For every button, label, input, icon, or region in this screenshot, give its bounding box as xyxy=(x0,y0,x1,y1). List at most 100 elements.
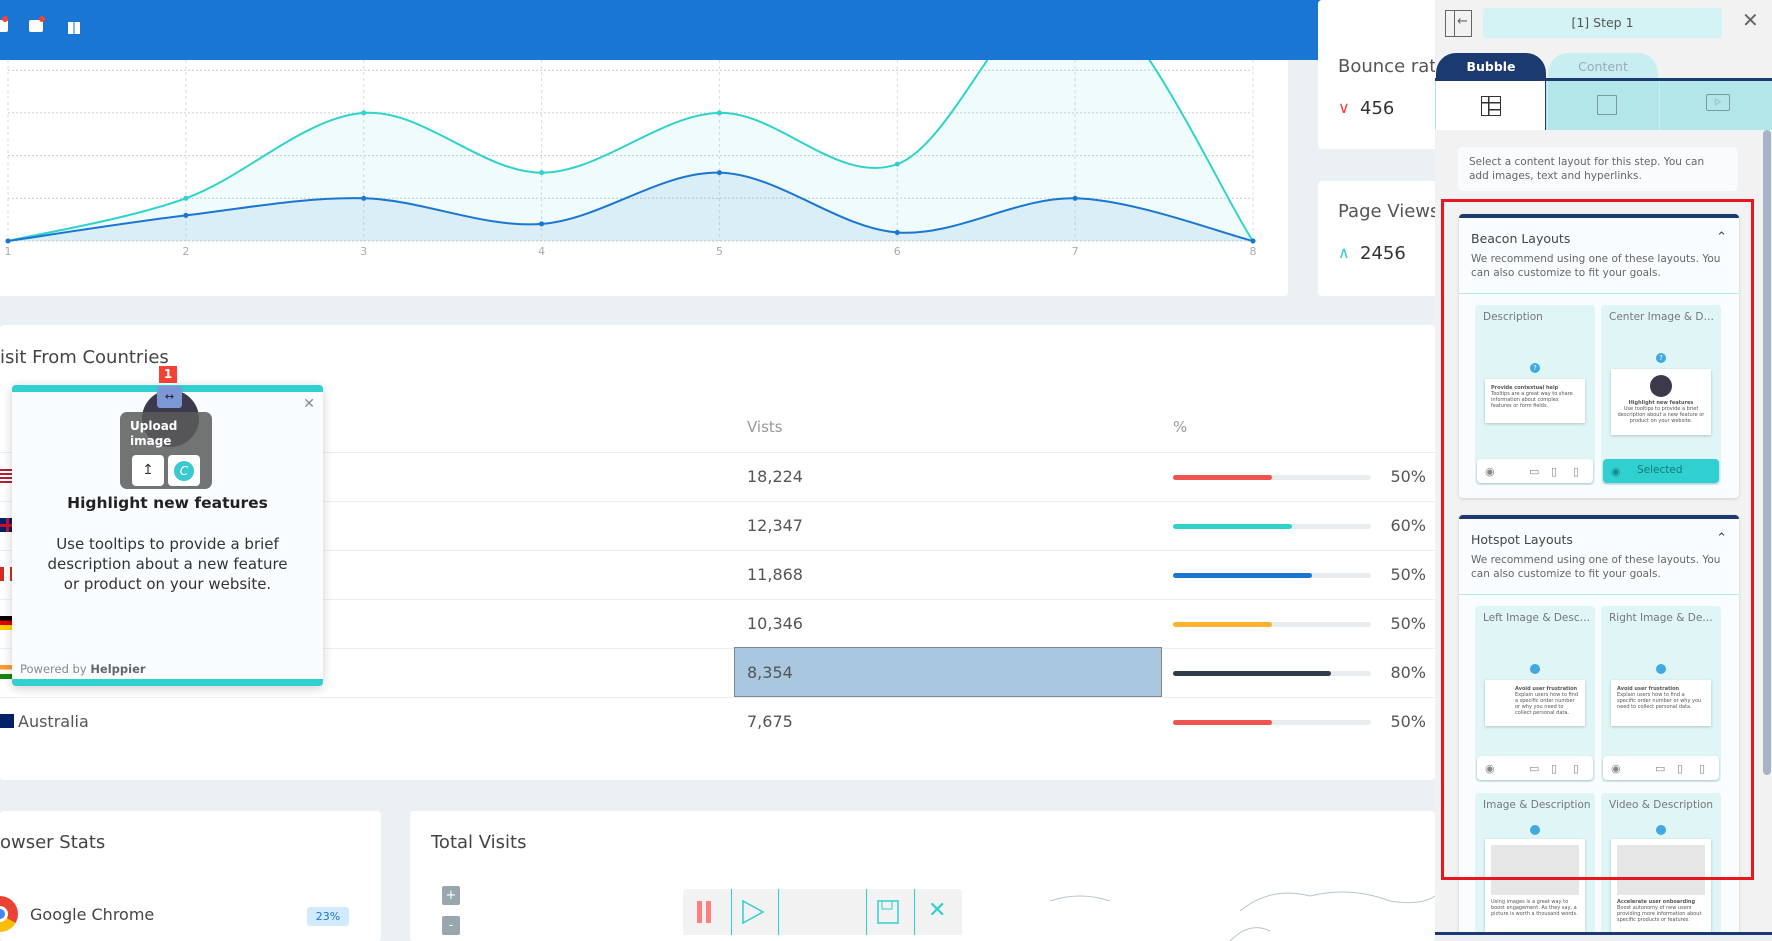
layout-subtab[interactable] xyxy=(1436,81,1546,130)
step-selector[interactable]: [1] Step 1 xyxy=(1483,8,1722,38)
desktop-icon[interactable]: ▭ xyxy=(1529,762,1540,775)
play-icon[interactable] xyxy=(738,899,768,925)
selected-button[interactable]: ◉ Selected xyxy=(1603,459,1719,483)
layout-tile[interactable]: Video & Description Accelerate user onboa… xyxy=(1601,793,1721,935)
table-row: 18,224 50% xyxy=(0,452,1435,501)
bell-icon[interactable] xyxy=(0,20,8,32)
powered-by-prefix: Powered by xyxy=(20,662,87,676)
layout-icon xyxy=(1481,96,1501,116)
collapse-chevron-icon[interactable]: ⌃ xyxy=(1716,531,1727,546)
table-row: 12,347 60% xyxy=(0,501,1435,550)
percent-label: 50% xyxy=(1390,614,1426,633)
percent-label: 50% xyxy=(1390,467,1426,486)
mini-body: Using images is a great way to boost eng… xyxy=(1491,899,1578,917)
layout-tile[interactable]: Left Image & Descrip...Avoid user frustr… xyxy=(1475,606,1595,782)
mini-body: Explain users how to find a specific ord… xyxy=(1617,692,1702,710)
percent-bar-fill xyxy=(1173,573,1312,578)
percent-bar xyxy=(1173,671,1371,676)
tab-bubble[interactable]: Bubble xyxy=(1436,53,1546,81)
map-zoom-in-button[interactable]: + xyxy=(442,886,460,905)
data-point[interactable] xyxy=(716,110,722,116)
mini-title: Accelerate user onboarding xyxy=(1617,899,1696,905)
percent-label: 50% xyxy=(1390,712,1426,731)
beacon-icon: ? xyxy=(1530,363,1540,373)
data-point[interactable] xyxy=(5,238,11,244)
data-point[interactable] xyxy=(183,212,189,218)
mini-body: Tooltips are a great way to share inform… xyxy=(1491,391,1573,409)
notification-dot xyxy=(2,16,8,22)
layout-tile[interactable]: Right Image & Descri...Avoid user frustr… xyxy=(1601,606,1721,782)
collapse-panel-icon[interactable]: ← xyxy=(1445,10,1472,37)
series-line xyxy=(7,60,1254,242)
desktop-icon[interactable]: ▭ xyxy=(1655,762,1666,775)
resize-icon[interactable]: ↔ xyxy=(157,386,182,408)
data-point[interactable] xyxy=(539,170,545,176)
visits-value: 18,224 xyxy=(747,467,803,486)
percent-bar-fill xyxy=(1173,475,1272,480)
beacon-icon: ? xyxy=(1656,353,1666,363)
close-panel-icon[interactable]: ✕ xyxy=(1742,8,1759,32)
mobile-icon[interactable]: ▯ xyxy=(1573,465,1580,478)
desktop-icon[interactable]: ▭ xyxy=(1529,465,1540,478)
data-point[interactable] xyxy=(1072,195,1078,201)
tablet-icon[interactable]: ▯ xyxy=(1677,762,1684,775)
percent-bar xyxy=(1173,524,1371,529)
canva-icon: C xyxy=(174,461,194,481)
powered-by[interactable]: Powered by Helppier xyxy=(20,662,146,676)
pause-icon[interactable] xyxy=(697,901,711,923)
panel-scrollbar[interactable] xyxy=(1763,130,1771,775)
beacon-layouts-section: Beacon Layouts ⌃ We recommend using one … xyxy=(1459,214,1739,498)
close-icon[interactable]: ✕ xyxy=(928,898,947,923)
data-point[interactable] xyxy=(716,170,722,176)
percent-bar xyxy=(1173,622,1371,627)
top-header xyxy=(0,0,1435,60)
data-point[interactable] xyxy=(361,195,367,201)
selected-label: Selected xyxy=(1637,464,1683,476)
video-icon[interactable]: ▷ xyxy=(1706,94,1730,111)
data-point[interactable] xyxy=(894,229,900,235)
upload-image-overlay[interactable]: Upload image ↥ C xyxy=(120,412,212,489)
stat-value: 2456 xyxy=(1360,243,1406,264)
mail-icon[interactable] xyxy=(29,20,43,32)
close-icon[interactable]: ✕ xyxy=(303,396,315,412)
data-point[interactable] xyxy=(361,110,367,116)
layout-tile[interactable]: Image & Description Using images is a gre… xyxy=(1475,793,1595,935)
preview-eye-icon[interactable]: ◉ xyxy=(1611,465,1621,478)
mobile-icon[interactable]: ▯ xyxy=(1573,762,1580,775)
mobile-icon[interactable]: ▯ xyxy=(1699,762,1706,775)
upload-icon[interactable]: ↥ xyxy=(132,455,164,486)
tile-preview: Accelerate user onboarding Boost autonomy… xyxy=(1611,839,1711,935)
section-desc: We recommend using one of these layouts.… xyxy=(1471,554,1721,580)
collapse-chevron-icon[interactable]: ⌃ xyxy=(1716,230,1727,245)
data-point[interactable] xyxy=(1250,238,1256,244)
preview-eye-icon[interactable]: ◉ xyxy=(1485,465,1495,478)
x-tick-label: 5 xyxy=(716,245,723,258)
highlight-box xyxy=(1441,199,1754,880)
percent-bar xyxy=(1173,573,1371,578)
data-point[interactable] xyxy=(539,221,545,227)
canva-button[interactable]: C xyxy=(168,455,200,486)
area-chart: 1 2 3 4 5 6 7 8 xyxy=(5,60,1257,258)
hotspot-icon xyxy=(1530,664,1540,674)
trend-up-icon: ∧ xyxy=(1338,243,1350,262)
card-title: isit From Countries xyxy=(0,347,169,368)
editor-side-panel: ← [1] Step 1 ✕ Bubble Content ▷ Select a… xyxy=(1435,0,1772,935)
playback-toolbar: ✕ xyxy=(683,889,962,935)
percent-bar xyxy=(1173,720,1371,725)
visits-value: 11,868 xyxy=(747,565,803,584)
apps-icon[interactable] xyxy=(68,22,80,34)
data-point[interactable] xyxy=(183,195,189,201)
note-icon[interactable] xyxy=(1597,95,1617,115)
flag-icon xyxy=(0,616,14,630)
data-point[interactable] xyxy=(894,161,900,167)
preview-eye-icon[interactable]: ◉ xyxy=(1485,762,1495,775)
tablet-icon[interactable]: ▯ xyxy=(1551,465,1558,478)
tablet-icon[interactable]: ▯ xyxy=(1551,762,1558,775)
layout-tile-description[interactable]: Description ? Provide contextual help Too… xyxy=(1475,305,1595,485)
save-icon[interactable] xyxy=(873,899,903,925)
preview-eye-icon[interactable]: ◉ xyxy=(1611,762,1621,775)
layout-tile-center-image[interactable]: Center Image & Desc... ? Highlight new f… xyxy=(1601,305,1721,485)
tab-content[interactable]: Content xyxy=(1548,53,1658,81)
visits-value: 7,675 xyxy=(747,712,793,731)
map-zoom-out-button[interactable]: - xyxy=(442,916,460,935)
